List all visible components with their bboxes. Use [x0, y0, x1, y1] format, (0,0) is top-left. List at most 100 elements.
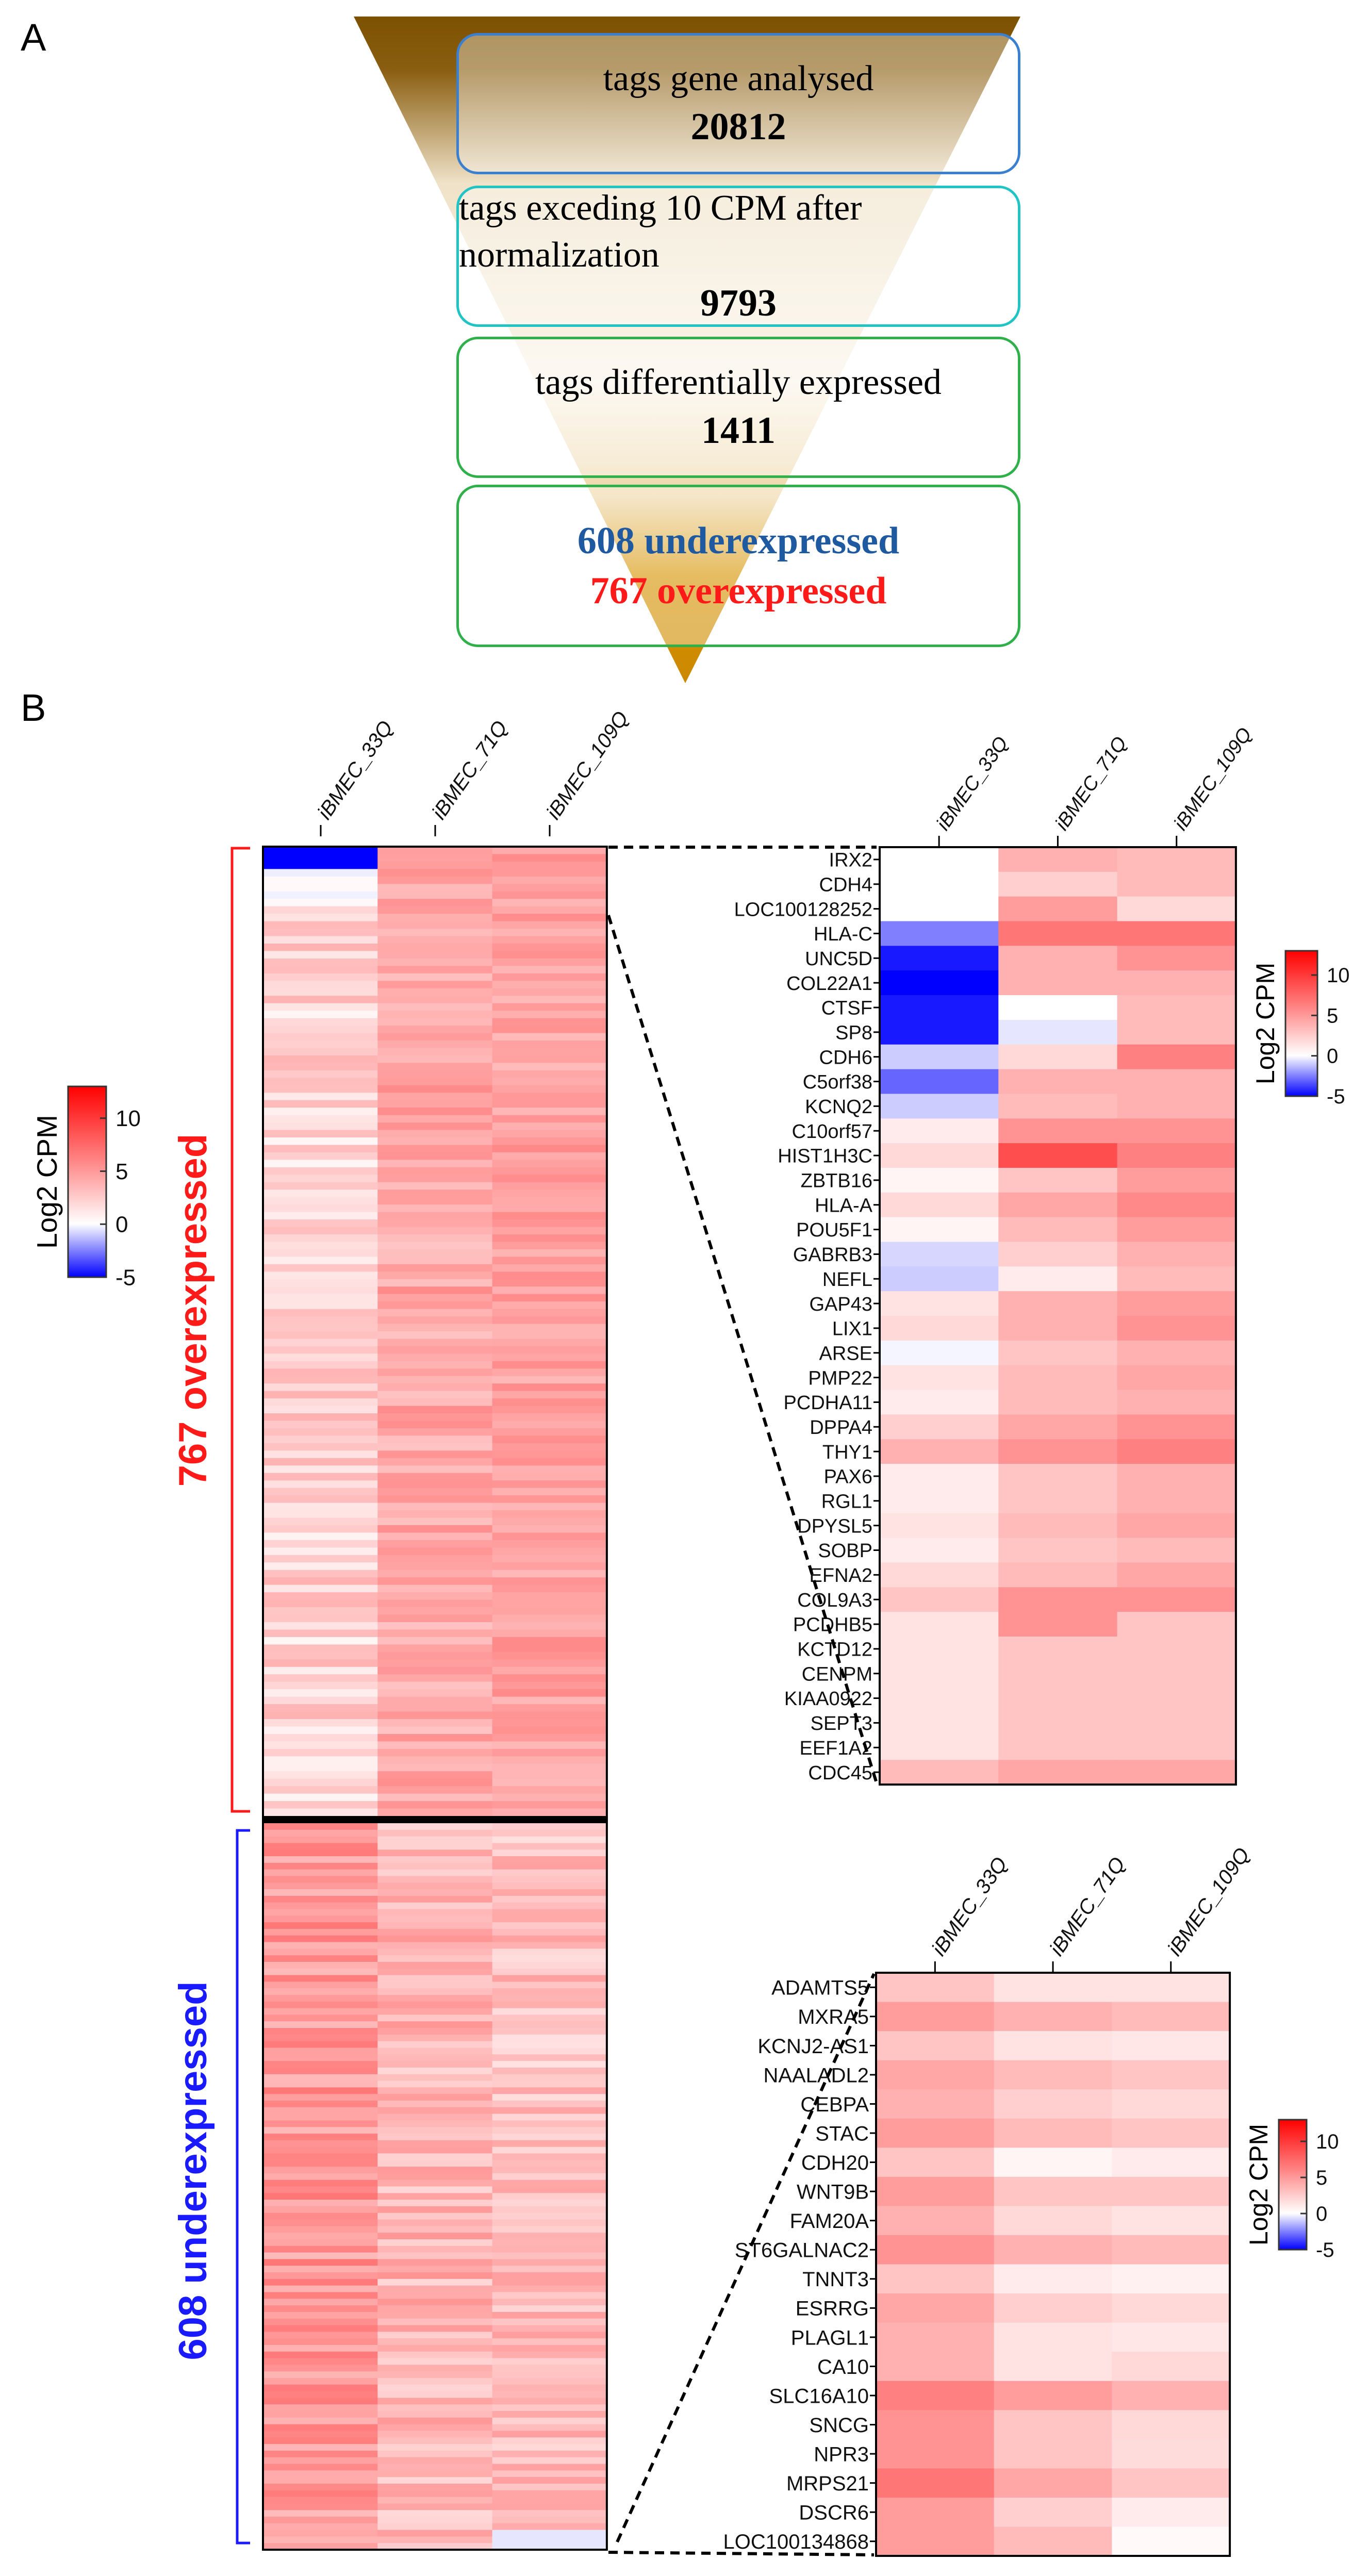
heatmap-cell	[377, 2411, 493, 2418]
heatmap-cell	[492, 1935, 607, 1943]
heatmap-cell	[377, 1488, 493, 1496]
column-label: iBMEC_71Q	[1045, 1853, 1130, 1960]
heatmap-cell	[492, 1212, 607, 1220]
heatmap-cell	[377, 973, 493, 981]
heatmap-cell	[492, 1152, 607, 1160]
heatmap-cell	[1117, 1217, 1236, 1242]
heatmap-cell	[492, 2140, 607, 2148]
heatmap-cell	[263, 1995, 378, 2002]
heatmap-cell	[263, 981, 378, 989]
heatmap-cell	[492, 2305, 607, 2313]
heatmap-cell	[263, 1085, 378, 1093]
heatmap-cell	[377, 2450, 493, 2458]
heatmap-cell	[377, 1510, 493, 1518]
heatmap-cell	[377, 981, 493, 989]
heatmap-cell	[377, 1889, 493, 1896]
heatmap-cell	[492, 899, 607, 907]
heatmap-cell	[377, 2193, 493, 2200]
heatmap-cell	[1117, 1636, 1236, 1662]
heatmap-cell	[1112, 2264, 1230, 2294]
heatmap-cell	[492, 2014, 607, 2022]
heatmap-cell	[377, 1316, 493, 1325]
zoom-connectors	[607, 846, 878, 2556]
heatmap-cell	[876, 2293, 995, 2323]
heatmap-cell	[263, 1204, 378, 1213]
heatmap-cell	[263, 1644, 378, 1653]
heatmap-cell	[1117, 1167, 1236, 1193]
heatmap-cell	[263, 1227, 378, 1235]
heatmap-cell	[377, 876, 493, 884]
heatmap-cell	[377, 2179, 493, 2187]
heatmap-cell	[492, 1793, 607, 1802]
heatmap-cell	[1117, 1390, 1236, 1415]
heatmap-cell	[377, 1339, 493, 1347]
heatmap-cell	[263, 2278, 378, 2286]
heatmap-cell	[377, 1227, 493, 1235]
heatmap-cell	[377, 1048, 493, 1056]
heatmap-cell	[492, 2450, 607, 2458]
heatmap-cell	[994, 2527, 1112, 2556]
column-label: iBMEC_109Q	[542, 707, 633, 824]
heatmap-cell	[377, 1599, 493, 1608]
heatmap-cell	[492, 1272, 607, 1280]
row-label: UNC5D	[805, 948, 872, 970]
heatmap-cell	[263, 2272, 378, 2280]
heatmap-cell	[263, 1346, 378, 1354]
heatmap-cell	[263, 1850, 378, 1857]
heatmap-cell	[263, 2014, 378, 2022]
heatmap-cell	[377, 2543, 493, 2550]
heatmap-cell	[263, 1197, 378, 1205]
heatmap-cell	[492, 2411, 607, 2418]
panel-a-label: A	[21, 16, 46, 59]
heatmap-cell	[377, 2014, 493, 2022]
heatmap-cell	[263, 2259, 378, 2266]
heatmap-cell	[994, 2322, 1112, 2352]
heatmap-cell	[263, 1883, 378, 1890]
row-label: COL22A1	[786, 973, 872, 995]
heatmap-cell	[492, 1376, 607, 1384]
row-label: COL9A3	[797, 1590, 872, 1611]
row-label: CDH20	[801, 2152, 869, 2174]
heatmap-cell	[492, 2107, 607, 2115]
heatmap-cell	[998, 1192, 1118, 1218]
heatmap-cell	[263, 2358, 378, 2365]
funnel-value: 1411	[701, 409, 776, 452]
heatmap-cell	[998, 1118, 1118, 1144]
heatmap-cell	[1117, 1661, 1236, 1687]
heatmap-cell	[377, 2272, 493, 2280]
heatmap-cell	[492, 2061, 607, 2068]
heatmap-cell	[492, 1465, 607, 1474]
heatmap-cell	[492, 1968, 607, 1976]
heatmap-cell	[263, 1115, 378, 1123]
heatmap-cell	[377, 1883, 493, 1890]
heatmap-cell	[377, 1145, 493, 1153]
heatmap-cell	[377, 2516, 493, 2524]
heatmap-cell	[263, 1428, 378, 1436]
heatmap-cell	[377, 951, 493, 959]
heatmap-cell	[998, 896, 1118, 922]
heatmap-cell	[263, 1659, 378, 1667]
heatmap-cell	[263, 1902, 378, 1910]
heatmap-cell	[492, 1577, 607, 1586]
heatmap-cell	[377, 1793, 493, 1802]
heatmap-cell	[263, 1368, 378, 1377]
heatmap-cell	[994, 2235, 1112, 2265]
heatmap-cell	[998, 1217, 1118, 1242]
heatmap-cell	[263, 2206, 378, 2214]
row-label: NEFL	[822, 1269, 872, 1291]
heatmap-cell	[492, 1823, 607, 1830]
heatmap-cell	[377, 1895, 493, 1903]
heatmap-cell	[263, 2377, 378, 2385]
row-label: KCNJ2-AS1	[757, 2035, 869, 2058]
heatmap-cell	[377, 1182, 493, 1190]
heatmap-cell	[263, 2292, 378, 2299]
heatmap-cell	[492, 2134, 607, 2141]
heatmap-cell	[377, 1622, 493, 1630]
heatmap-cell	[377, 2377, 493, 2385]
heatmap-cell	[377, 1696, 493, 1705]
heatmap-cell	[377, 1406, 493, 1414]
heatmap-cell	[492, 2437, 607, 2445]
heatmap-cell	[880, 1513, 999, 1539]
heatmap-cell	[377, 2338, 493, 2346]
heatmap-cell	[263, 973, 378, 981]
